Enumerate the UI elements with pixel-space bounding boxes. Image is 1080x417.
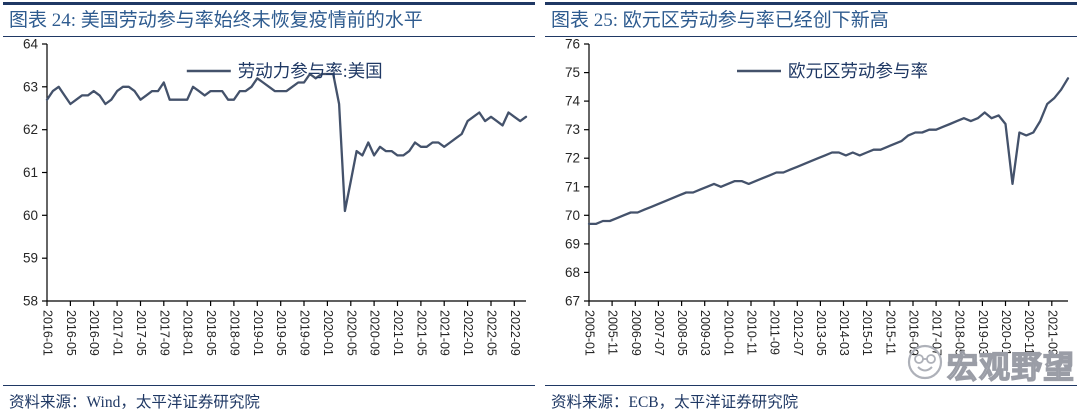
x-tick-label: 2008-05 bbox=[675, 310, 689, 356]
y-tick-label: 67 bbox=[565, 293, 580, 308]
x-tick-label: 2019-05 bbox=[274, 310, 288, 356]
y-tick-label: 60 bbox=[23, 208, 38, 223]
x-tick-label: 2019-09 bbox=[298, 310, 312, 356]
source-note: 资料来源：Wind，太平洋证券研究院 bbox=[3, 384, 535, 414]
x-tick-label: 2017-01 bbox=[111, 310, 125, 356]
x-tick-label: 2015-11 bbox=[883, 310, 897, 355]
source-note: 资料来源：ECB，太平洋证券研究院 bbox=[545, 384, 1077, 414]
x-tick-label: 2010-01 bbox=[721, 310, 735, 356]
x-tick-label: 2019-01 bbox=[251, 310, 265, 356]
y-tick-label: 75 bbox=[565, 65, 580, 80]
y-tick-label: 74 bbox=[565, 93, 581, 108]
x-tick-label: 2020-11 bbox=[1022, 310, 1036, 355]
x-tick-label: 2018-09 bbox=[227, 310, 241, 356]
line-chart-us: 58 59 60 61 62 63 64 2016-01 2016-05 2016-09 2017-… bbox=[3, 36, 535, 385]
y-tick-label: 58 bbox=[23, 293, 38, 308]
x-tick-label: 2016-01 bbox=[41, 310, 55, 356]
x-tick-label: 2016-05 bbox=[64, 310, 78, 356]
x-tick-label: 2022-05 bbox=[485, 310, 499, 356]
y-tick-label: 68 bbox=[565, 265, 580, 280]
x-tick-label: 2017-09 bbox=[157, 310, 171, 356]
figure-eurozone-labor-participation: 图表 25: 欧元区劳动参与率已经创下新高 67 68 69 70 71 72 73 74 75… bbox=[545, 2, 1077, 414]
x-tick-label: 2016-09 bbox=[87, 310, 101, 356]
y-tick-label: 71 bbox=[565, 179, 580, 194]
x-tick-label: 2005-11 bbox=[606, 310, 620, 355]
x-tick-label: 2022-01 bbox=[461, 310, 475, 356]
x-tick-label: 2014-03 bbox=[837, 310, 851, 356]
figure-title: 图表 24: 美国劳动参与率始终未恢复疫情前的水平 bbox=[3, 2, 535, 37]
y-tick-label: 64 bbox=[23, 37, 39, 52]
x-tick-label: 2018-05 bbox=[204, 310, 218, 356]
x-tick-label: 2005-01 bbox=[583, 310, 597, 356]
x-tick-label: 2007-07 bbox=[652, 310, 666, 356]
data-line bbox=[587, 76, 1070, 225]
x-tick-label: 2012-07 bbox=[791, 310, 805, 356]
x-tick-label: 2017-07 bbox=[930, 310, 944, 356]
figure-us-labor-participation: 图表 24: 美国劳动参与率始终未恢复疫情前的水平 58 59 60 61 62 63 64… bbox=[3, 2, 535, 414]
x-tick-label: 2021-09 bbox=[1045, 310, 1059, 356]
x-tick-label: 2016-09 bbox=[907, 310, 921, 356]
legend-label: 欧元区劳动参与率 bbox=[788, 61, 928, 81]
x-tick-label: 2020-01 bbox=[999, 310, 1013, 356]
x-tick-label: 2020-05 bbox=[344, 310, 358, 356]
y-tick-label: 70 bbox=[565, 208, 580, 223]
y-tick-label: 62 bbox=[23, 122, 38, 137]
x-tick-label: 2020-01 bbox=[321, 310, 335, 356]
x-tick-label: 2013-05 bbox=[814, 310, 828, 356]
line-chart-eurozone: 67 68 69 70 71 72 73 74 75 76 2005-01 2005-11 2006-0… bbox=[545, 36, 1077, 385]
x-tick-label: 2021-01 bbox=[391, 310, 405, 356]
x-tick-label: 2015-01 bbox=[860, 310, 874, 356]
x-tick-label: 2022-09 bbox=[508, 310, 522, 356]
x-tick-label: 2021-05 bbox=[414, 310, 428, 356]
x-tick-label: 2019-03 bbox=[976, 310, 990, 356]
y-tick-label: 61 bbox=[23, 165, 38, 180]
figure-title: 图表 25: 欧元区劳动参与率已经创下新高 bbox=[545, 2, 1077, 37]
legend-label: 劳动力参与率:美国 bbox=[238, 61, 383, 81]
y-tick-label: 73 bbox=[565, 122, 580, 137]
y-tick-label: 63 bbox=[23, 79, 38, 94]
y-tick-label: 76 bbox=[565, 37, 580, 52]
x-tick-label: 2009-03 bbox=[698, 310, 712, 356]
x-tick-label: 2018-01 bbox=[181, 310, 195, 356]
x-tick-label: 2021-09 bbox=[438, 310, 452, 356]
y-tick-label: 69 bbox=[565, 236, 580, 251]
x-tick-label: 2018-05 bbox=[953, 310, 967, 356]
y-tick-label: 72 bbox=[565, 150, 580, 165]
x-tick-label: 2020-09 bbox=[368, 310, 382, 356]
y-tick-label: 59 bbox=[23, 250, 38, 265]
x-tick-label: 2017-05 bbox=[134, 310, 148, 356]
x-tick-label: 2006-09 bbox=[629, 310, 643, 356]
data-line bbox=[45, 72, 528, 212]
x-tick-label: 2010-11 bbox=[745, 310, 759, 355]
x-tick-label: 2011-09 bbox=[768, 310, 782, 355]
